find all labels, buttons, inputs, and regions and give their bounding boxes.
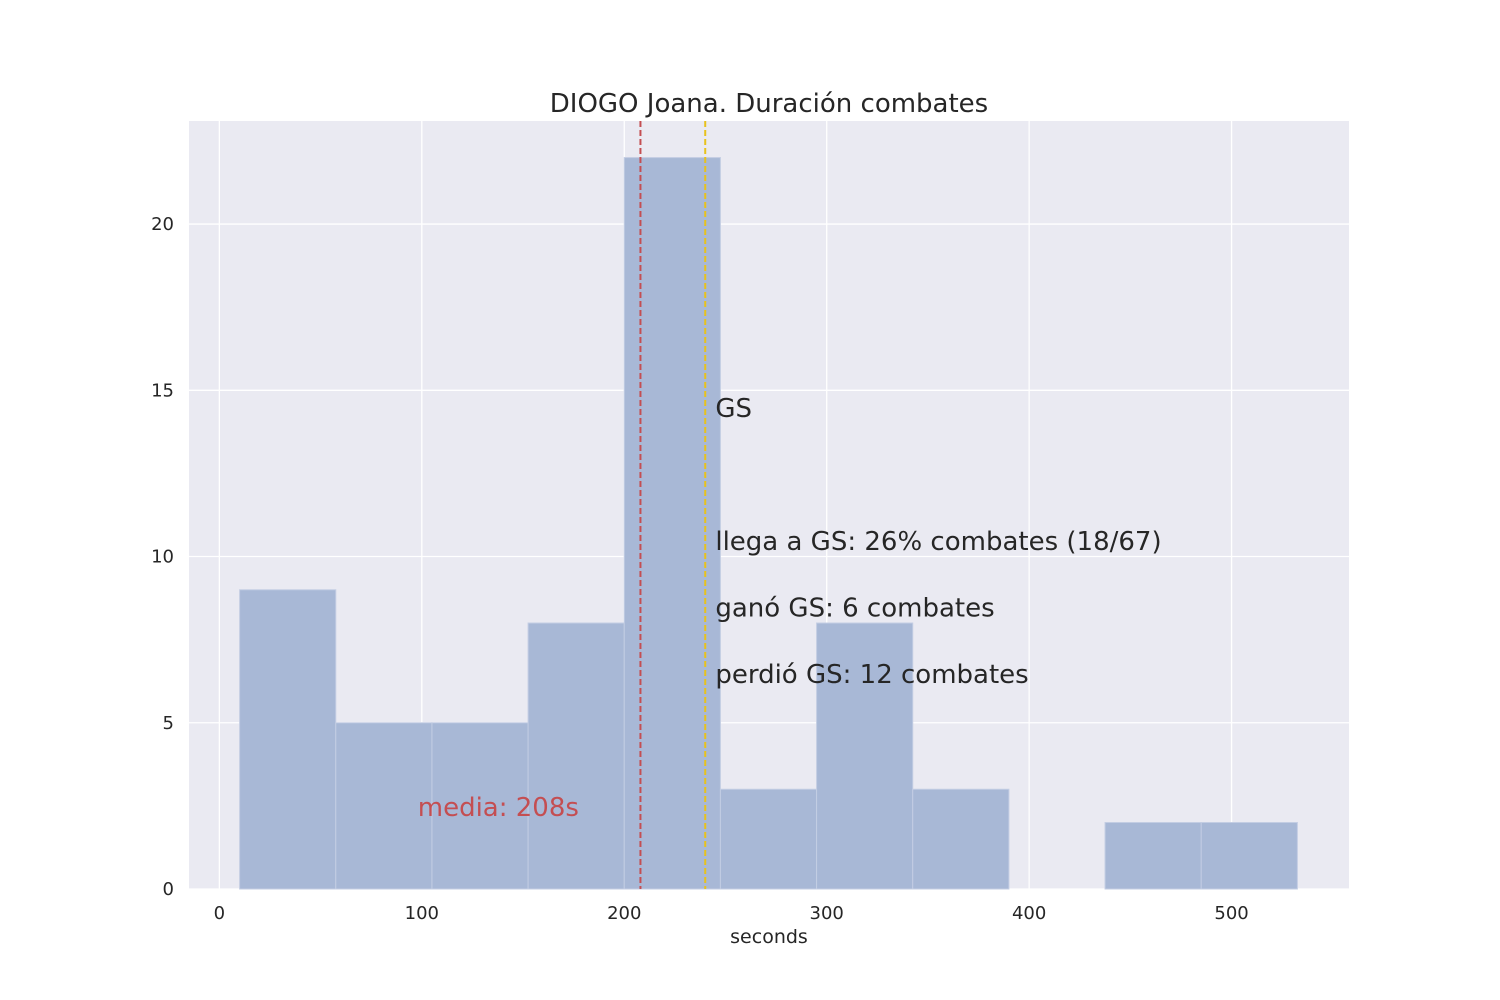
x-tick-label: 0 bbox=[214, 903, 225, 924]
gs-annotation: GS bbox=[715, 394, 752, 424]
mean-annotation: media: 208s bbox=[418, 793, 579, 823]
x-axis-label: seconds bbox=[730, 926, 808, 948]
x-tick-label: 500 bbox=[1214, 903, 1248, 924]
reference-lines bbox=[639, 121, 707, 889]
chart-title: DIOGO Joana. Duración combates bbox=[550, 89, 988, 119]
histogram-bar bbox=[1200, 822, 1298, 890]
histogram-bar bbox=[719, 788, 818, 890]
y-tick-label: 5 bbox=[163, 713, 174, 734]
annotations: GS llega a GS: 26% combates (18/67) ganó G… bbox=[418, 394, 1162, 823]
y-tick-label: 20 bbox=[151, 214, 174, 235]
y-tick-label: 10 bbox=[151, 547, 174, 568]
x-tick-label: 100 bbox=[405, 903, 439, 924]
gs-annotation: perdió GS: 12 combates bbox=[715, 660, 1028, 690]
gs-annotation: ganó GS: 6 combates bbox=[715, 593, 994, 623]
histogram-bar bbox=[527, 622, 625, 890]
y-tick-label: 0 bbox=[163, 879, 174, 900]
x-tick-label: 200 bbox=[607, 903, 641, 924]
histogram-bar bbox=[816, 622, 914, 890]
gs-annotation: llega a GS: 26% combates (18/67) bbox=[715, 527, 1161, 557]
x-tick-label: 300 bbox=[810, 903, 844, 924]
histogram-bar bbox=[912, 788, 1010, 890]
histogram-bar bbox=[431, 722, 529, 890]
tick-labels: 0 100 200 300 400 500 0 5 10 15 20 bbox=[151, 214, 1249, 924]
x-tick-label: 400 bbox=[1012, 903, 1046, 924]
y-tick-label: 15 bbox=[151, 380, 174, 401]
histogram-bar bbox=[1104, 822, 1202, 890]
histogram-bar bbox=[239, 589, 337, 890]
